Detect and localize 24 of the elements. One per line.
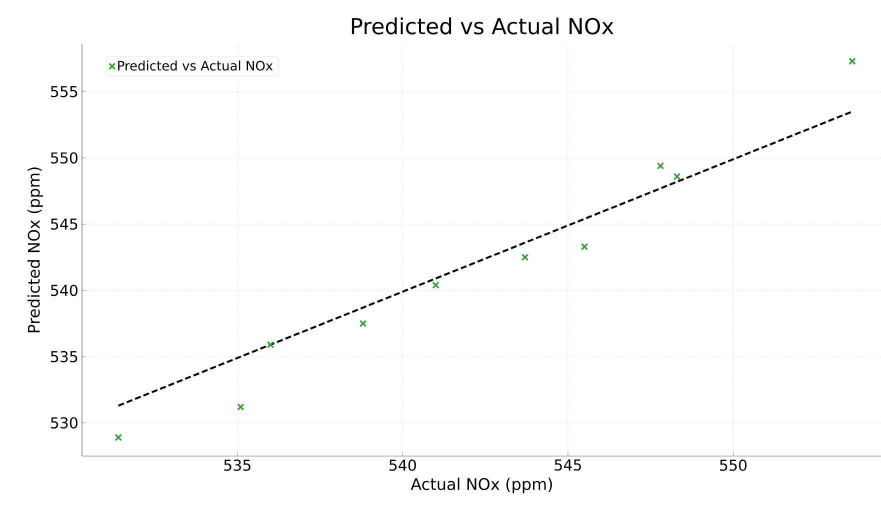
x-axis-title: Actual NOx (ppm) <box>410 478 552 494</box>
point <box>266 341 274 348</box>
x-tick-label: 545 <box>554 460 581 471</box>
x-tick-label: 540 <box>390 460 416 471</box>
point <box>432 281 440 289</box>
point <box>237 403 244 411</box>
point <box>848 58 856 65</box>
x-tick-label: 535 <box>224 460 250 471</box>
point <box>521 254 529 261</box>
chart-title: Predicted vs Actual NOx <box>352 17 614 34</box>
y-tick-label: 540 <box>51 284 78 296</box>
point <box>359 320 367 328</box>
y-axis-title: Predicted NOx (ppm) <box>27 168 43 332</box>
y-tick-label: 555 <box>51 86 78 98</box>
y-tick-label: 545 <box>51 218 78 230</box>
x-tick-label: 550 <box>720 460 747 471</box>
point <box>114 434 122 442</box>
y-tick-label: 550 <box>51 152 78 164</box>
point <box>673 172 681 180</box>
y-tick-label: 530 <box>51 417 78 429</box>
point <box>580 243 588 250</box>
legend-label: Predicted vs Actual NOx <box>118 60 273 71</box>
y-tick-label: 535 <box>51 350 78 362</box>
point <box>656 162 664 170</box>
